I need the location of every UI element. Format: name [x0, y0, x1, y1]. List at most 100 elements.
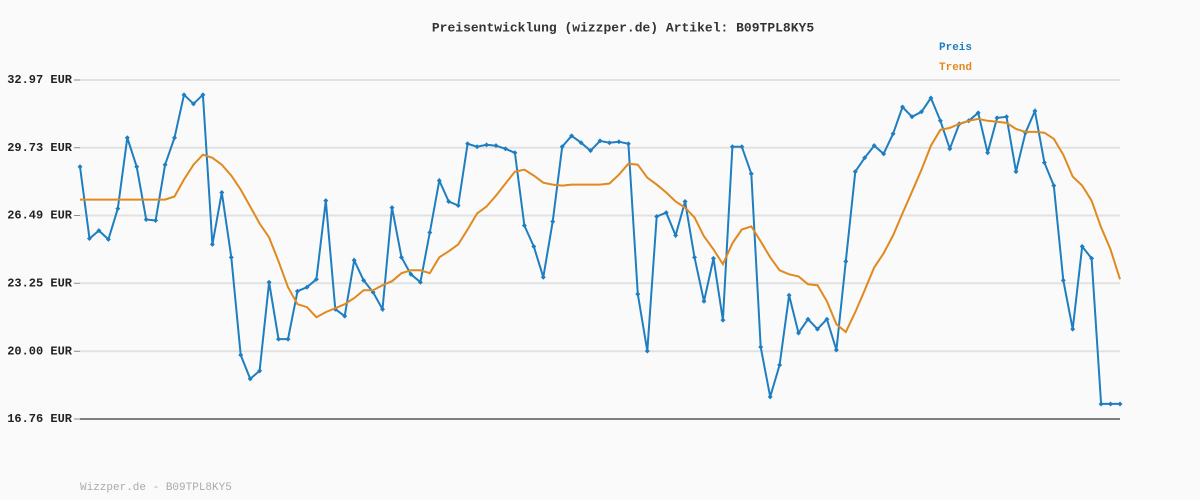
data-point: [1089, 255, 1095, 261]
data-point: [427, 229, 433, 235]
data-point: [909, 114, 915, 120]
data-point: [96, 228, 102, 234]
data-point: [238, 352, 244, 358]
data-point: [928, 95, 934, 101]
data-point: [985, 150, 991, 156]
data-point: [975, 110, 981, 116]
data-point: [937, 118, 943, 124]
data-point: [786, 292, 792, 298]
data-point: [313, 276, 319, 282]
data-point: [465, 141, 471, 147]
data-point: [276, 336, 282, 342]
data-point: [294, 288, 300, 294]
data-point: [247, 376, 253, 382]
data-point: [398, 254, 404, 260]
data-point: [181, 92, 187, 98]
y-tick-label: 23.25 EUR: [7, 276, 73, 290]
data-point: [682, 199, 688, 205]
data-point: [777, 362, 783, 368]
data-point: [550, 219, 556, 225]
data-point: [710, 255, 716, 261]
data-point: [1108, 401, 1114, 407]
data-point: [805, 316, 811, 322]
data-point: [219, 190, 225, 196]
data-point: [597, 138, 603, 144]
data-point: [1060, 277, 1066, 283]
data-point: [625, 141, 631, 147]
data-point: [606, 140, 612, 146]
data-point: [436, 178, 442, 184]
data-point: [484, 142, 490, 148]
data-point: [871, 143, 877, 149]
y-tick-label: 29.73 EUR: [7, 141, 73, 155]
data-point: [86, 236, 92, 242]
data-point: [143, 216, 149, 222]
data-point: [843, 258, 849, 264]
data-point: [493, 143, 499, 149]
data-point: [1070, 326, 1076, 332]
data-point: [389, 205, 395, 211]
data-point: [559, 144, 565, 150]
data-point: [588, 148, 594, 154]
data-point: [380, 306, 386, 312]
y-tick-label: 26.49 EUR: [7, 209, 73, 223]
data-point: [758, 344, 764, 350]
data-point: [1041, 160, 1047, 166]
data-point: [729, 144, 735, 150]
data-point: [408, 271, 414, 277]
data-point: [304, 284, 310, 290]
data-point: [739, 144, 745, 150]
data-point: [124, 135, 130, 141]
data-point: [1079, 243, 1085, 249]
data-point: [531, 243, 537, 249]
data-point: [1117, 401, 1123, 407]
data-point: [616, 139, 622, 145]
legend-label: Preis: [939, 42, 972, 54]
data-point: [77, 164, 83, 170]
data-point: [1051, 183, 1057, 189]
data-point: [209, 241, 215, 247]
data-point: [578, 140, 584, 146]
data-point: [918, 109, 924, 115]
data-point: [720, 317, 726, 323]
data-point: [521, 223, 527, 229]
data-point: [663, 210, 669, 216]
data-point: [134, 164, 140, 170]
footer: Wizzper.de - B09TPL8KY5: [80, 482, 232, 494]
data-point: [654, 214, 660, 220]
data-point: [172, 135, 178, 141]
data-point: [881, 151, 887, 157]
data-point: [833, 347, 839, 353]
data-point: [417, 279, 423, 285]
data-point: [673, 232, 679, 238]
data-point: [446, 199, 452, 205]
y-tick-label: 20.00 EUR: [7, 344, 73, 358]
data-point: [115, 206, 121, 212]
data-point: [635, 291, 641, 297]
data-point: [569, 133, 575, 139]
data-point: [455, 202, 461, 208]
data-point: [257, 368, 263, 374]
data-point: [474, 144, 480, 150]
data-point: [814, 326, 820, 332]
data-point: [228, 254, 234, 260]
data-point: [900, 104, 906, 110]
data-point: [767, 394, 773, 400]
data-point: [323, 198, 329, 204]
data-point: [852, 169, 858, 175]
data-point: [748, 171, 754, 177]
data-point: [540, 274, 546, 280]
data-point: [1032, 108, 1038, 114]
data-point: [502, 146, 508, 152]
data-point: [153, 218, 159, 224]
data-point: [947, 146, 953, 152]
data-point: [105, 236, 111, 242]
y-tick-label: 16.76 EUR: [7, 412, 73, 426]
data-point: [994, 115, 1000, 121]
data-point: [342, 313, 348, 319]
data-point: [890, 131, 896, 137]
data-point: [285, 336, 291, 342]
data-point: [1098, 401, 1104, 407]
